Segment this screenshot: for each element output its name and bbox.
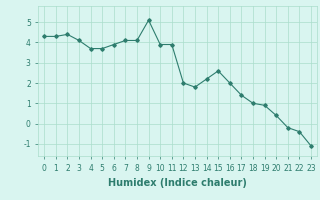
X-axis label: Humidex (Indice chaleur): Humidex (Indice chaleur) xyxy=(108,178,247,188)
